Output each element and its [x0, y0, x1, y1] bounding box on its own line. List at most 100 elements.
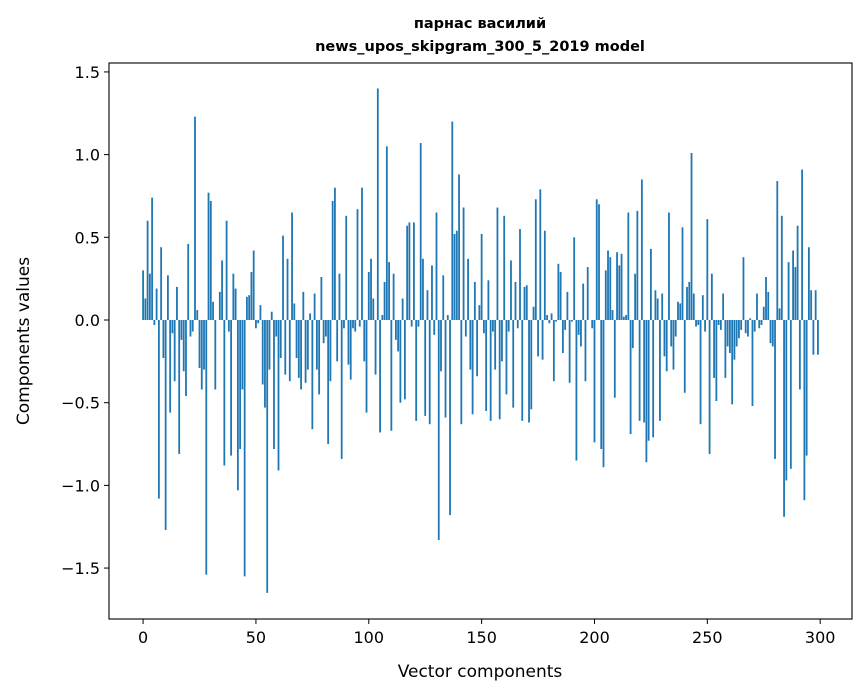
- bar-component-202: [598, 204, 600, 320]
- bar-component-142: [463, 208, 465, 320]
- bar-component-187: [564, 320, 566, 330]
- bar-component-172: [530, 320, 532, 409]
- bar-component-160: [503, 216, 505, 320]
- bar-component-274: [761, 320, 763, 325]
- bar-component-22: [192, 320, 194, 332]
- bar-component-127: [429, 320, 431, 424]
- bar-component-155: [492, 320, 494, 332]
- bar-component-206: [607, 251, 609, 320]
- bar-component-241: [686, 287, 688, 320]
- x-axis-label: Vector components: [398, 662, 563, 682]
- bar-component-152: [485, 320, 487, 411]
- bar-component-228: [657, 298, 659, 319]
- bar-component-240: [684, 320, 686, 393]
- bar-component-113: [397, 320, 399, 351]
- bar-component-62: [282, 236, 284, 320]
- bar-component-188: [566, 292, 568, 320]
- chart-title-line-1: парнас василий: [414, 16, 546, 32]
- bar-component-163: [510, 260, 512, 320]
- bar-component-239: [682, 227, 684, 320]
- bar-component-200: [594, 320, 596, 442]
- bar-component-190: [571, 320, 573, 322]
- bar-component-80: [323, 320, 325, 343]
- bar-component-159: [501, 320, 503, 361]
- bar-component-79: [320, 277, 322, 320]
- bar-component-280: [774, 320, 776, 459]
- bar-component-117: [406, 226, 408, 320]
- bar-component-112: [395, 320, 397, 340]
- bar-component-251: [709, 320, 711, 454]
- bar-component-229: [659, 320, 661, 421]
- bar-component-14: [174, 320, 176, 381]
- bar-component-287: [790, 320, 792, 469]
- bar-component-7: [158, 320, 160, 499]
- bar-component-247: [700, 320, 702, 424]
- bar-component-234: [670, 320, 672, 346]
- bar-component-158: [499, 320, 501, 419]
- bar-component-120: [413, 222, 415, 320]
- bar-component-265: [740, 320, 742, 330]
- bar-component-133: [442, 275, 444, 320]
- bar-component-108: [386, 146, 388, 320]
- bar-component-174: [535, 199, 537, 320]
- bar-component-134: [445, 320, 447, 418]
- bar-component-258: [724, 320, 726, 378]
- bar-component-162: [508, 320, 510, 332]
- bar-component-284: [783, 320, 785, 517]
- x-tick-label: 250: [692, 628, 723, 647]
- bar-component-281: [776, 181, 778, 320]
- bar-component-193: [578, 320, 580, 335]
- bar-component-178: [544, 231, 546, 320]
- bar-component-225: [650, 249, 652, 320]
- bar-component-27: [203, 320, 205, 370]
- bar-component-148: [476, 320, 478, 376]
- bar-component-19: [185, 320, 187, 396]
- y-tick-label: −1.0: [61, 476, 100, 495]
- bar-component-218: [634, 274, 636, 320]
- bar-component-249: [704, 320, 706, 332]
- bar-component-177: [542, 320, 544, 360]
- bar-component-214: [625, 315, 627, 320]
- bar-component-145: [469, 320, 471, 370]
- bar-component-88: [341, 320, 343, 459]
- bar-component-182: [553, 320, 555, 381]
- bar-component-165: [515, 282, 517, 320]
- bar-component-119: [411, 320, 413, 327]
- bar-component-286: [788, 262, 790, 320]
- bar-component-291: [799, 320, 801, 389]
- bar-component-82: [327, 320, 329, 444]
- bar-component-99: [366, 320, 368, 413]
- bar-component-105: [379, 320, 381, 432]
- bar-component-45: [244, 320, 246, 576]
- x-tick-label: 0: [138, 628, 148, 647]
- bar-component-222: [643, 320, 645, 423]
- bar-component-8: [160, 247, 162, 320]
- bars-group: [142, 88, 819, 592]
- bar-component-224: [648, 320, 650, 441]
- bar-component-294: [806, 320, 808, 456]
- bar-component-57: [271, 312, 273, 320]
- bar-component-4: [151, 198, 153, 320]
- bar-component-72: [305, 320, 307, 383]
- bar-component-296: [810, 290, 812, 320]
- bar-component-167: [519, 229, 521, 320]
- bar-component-244: [693, 294, 695, 320]
- bar-component-123: [420, 143, 422, 320]
- bar-component-6: [156, 289, 158, 320]
- bar-component-219: [636, 211, 638, 320]
- bar-component-81: [325, 320, 327, 337]
- bar-component-195: [582, 284, 584, 320]
- bar-component-227: [655, 290, 657, 320]
- bar-component-201: [596, 199, 598, 320]
- bar-component-186: [562, 320, 564, 353]
- bar-component-38: [228, 320, 230, 332]
- bar-component-49: [253, 251, 255, 320]
- bar-component-70: [300, 320, 302, 389]
- bar-component-270: [752, 320, 754, 406]
- bar-component-12: [169, 320, 171, 413]
- y-tick-label: 0.5: [75, 228, 100, 247]
- bar-component-29: [208, 193, 210, 320]
- bar-component-194: [580, 320, 582, 346]
- bar-component-290: [797, 226, 799, 320]
